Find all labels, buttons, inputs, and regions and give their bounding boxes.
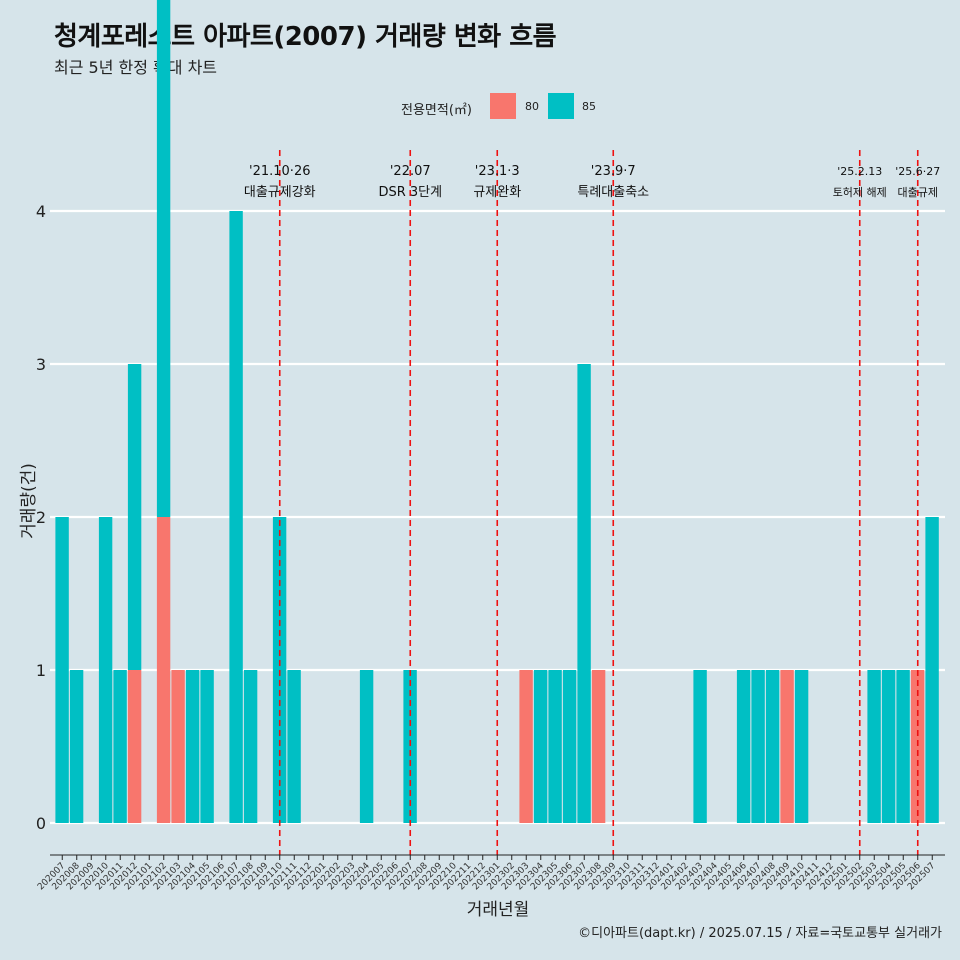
y-tick-label: 4: [36, 202, 46, 221]
annotation-date: '21.10·26: [249, 164, 310, 179]
bar-80-202409: [780, 670, 794, 823]
y-tick-label: 0: [36, 814, 46, 833]
legend-title: 전용면적(㎡): [401, 103, 472, 118]
x-axis-title: 거래년월: [467, 900, 530, 920]
bar-85-202108: [243, 670, 258, 823]
bar-85-202507: [925, 517, 939, 823]
annotation-label: 대출규제: [898, 186, 938, 199]
chart-subtitle: 최근 5년 한정 확대 차트: [54, 58, 218, 77]
bar-85-202408: [765, 670, 780, 823]
annotation-label: 토허제 해제: [833, 185, 887, 199]
bar-85-202207: [403, 670, 417, 823]
bar-85-202011: [113, 670, 127, 823]
bar-80-202506: [910, 670, 925, 823]
bar-85-202410: [794, 670, 809, 823]
bar-80-202308: [591, 670, 606, 823]
bar-85-202406: [736, 670, 751, 823]
annotation-date: '25.6·27: [895, 165, 940, 178]
bar-85-202307: [577, 364, 591, 823]
bar-85-202010: [98, 517, 113, 823]
annotation-date: '23.1·3: [475, 164, 520, 179]
annotation-label: DSR 3단계: [378, 185, 442, 200]
y-tick-label: 2: [36, 508, 46, 527]
annotation-label: 대출규제강화: [244, 185, 316, 200]
bar-85-202407: [751, 670, 765, 823]
bar-80-202303: [519, 670, 533, 823]
legend-swatch-85: [548, 93, 574, 119]
y-tick-label: 1: [36, 661, 46, 680]
bar-85-202111: [287, 670, 301, 823]
legend-label-85: 85: [582, 100, 596, 113]
bar-85-202102: [156, 0, 171, 517]
annotation-label: 규제완화: [473, 185, 521, 200]
legend-label-80: 80: [525, 100, 539, 113]
y-tick-label: 3: [36, 355, 46, 374]
bar-85-202304: [533, 670, 548, 823]
annotation-date: '22.07: [390, 164, 431, 179]
y-axis-title: 거래량(건): [19, 463, 39, 539]
bar-85-202403: [693, 670, 707, 823]
bar-85-202305: [548, 670, 562, 823]
bar-80-202102: [156, 517, 171, 823]
bar-85-202012: [127, 364, 142, 670]
bar-85-202503: [867, 670, 881, 823]
bar-85-202007: [55, 517, 69, 823]
annotation-date: '23.9·7: [591, 164, 636, 179]
bar-80-202012: [127, 670, 142, 823]
bar-85-202504: [881, 670, 896, 823]
annotation-date: '25.2.13: [837, 165, 882, 178]
bar-85-202306: [562, 670, 577, 823]
bar-85-202104: [185, 670, 200, 823]
legend-swatch-80: [490, 93, 516, 119]
bar-80-202103: [171, 670, 185, 823]
bar-85-202505: [896, 670, 910, 823]
legend: 전용면적(㎡) 80 85: [0, 93, 960, 121]
bar-85-202105: [200, 670, 214, 823]
source-caption: ©디아파트(dapt.kr) / 2025.07.15 / 자료=국토교통부 실…: [578, 926, 942, 941]
annotation-label: 특례대출축소: [577, 185, 649, 200]
bar-85-202008: [69, 670, 84, 823]
chart-title: 청계포레스트 아파트(2007) 거래량 변화 흐름: [54, 22, 557, 52]
bar-85-202204: [359, 670, 374, 823]
bar-85-202107: [229, 211, 243, 823]
